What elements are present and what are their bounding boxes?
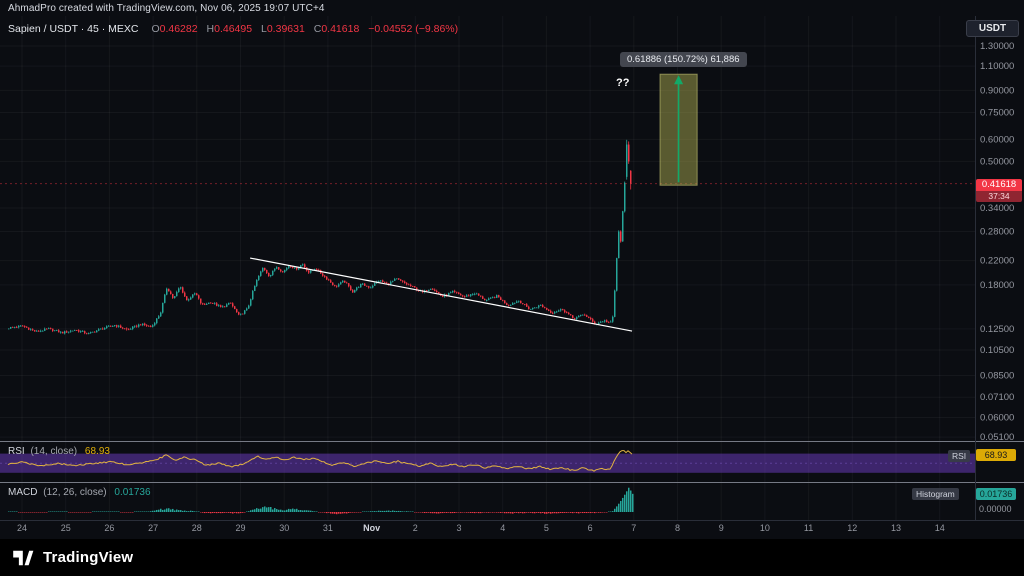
price-range-label[interactable]: 0.61886 (150.72%) 61,886 — [620, 52, 747, 67]
axis-labels: 24 25 26 27 28 29 30 31 Nov 2 3 4 5 6 7 8 9 10 11 12 13 14 1.3… — [17, 41, 1014, 533]
grid-lines — [0, 16, 975, 520]
svg-text:0.28000: 0.28000 — [980, 226, 1014, 237]
svg-text:0.07100: 0.07100 — [980, 392, 1014, 403]
svg-text:13: 13 — [891, 523, 901, 533]
macd-legend: MACD (12, 26, close) 0.01736 — [8, 487, 151, 498]
tradingview-wordmark[interactable]: TradingView — [43, 549, 134, 566]
rsi-params: (14, close) — [30, 446, 78, 457]
close-value: 0.41618 — [321, 23, 360, 35]
svg-text:0.12500: 0.12500 — [980, 324, 1014, 335]
svg-text:12: 12 — [847, 523, 857, 533]
symbol-title[interactable]: Sapien / USDT · 45 · MEXC — [8, 23, 139, 35]
svg-text:11: 11 — [804, 523, 813, 533]
rsi-line — [7, 450, 633, 472]
svg-text:5: 5 — [544, 523, 549, 533]
svg-text:0.75000: 0.75000 — [980, 107, 1014, 118]
macd-histogram — [8, 487, 634, 515]
svg-text:0.18000: 0.18000 — [980, 280, 1014, 291]
svg-text:Nov: Nov — [363, 523, 380, 533]
rsi-value: 68.93 — [84, 446, 110, 457]
svg-text:26: 26 — [104, 523, 114, 533]
svg-text:6: 6 — [588, 523, 593, 533]
rsi-axis-value: 68.93 — [976, 449, 1016, 461]
svg-text:31: 31 — [323, 523, 333, 533]
svg-text:0.34000: 0.34000 — [980, 203, 1014, 214]
bar-countdown: 37:34 — [976, 191, 1022, 202]
svg-text:25: 25 — [61, 523, 71, 533]
svg-text:0.05100: 0.05100 — [980, 432, 1014, 443]
open-label: O — [151, 23, 160, 35]
svg-text:10: 10 — [760, 523, 770, 533]
question-annotation[interactable]: ?? — [616, 77, 630, 89]
svg-text:0.06000: 0.06000 — [980, 413, 1014, 424]
svg-text:28: 28 — [192, 523, 202, 533]
svg-text:7: 7 — [631, 523, 636, 533]
candlestick-series[interactable] — [8, 139, 632, 335]
last-price-badge: 0.41618 37:34 — [976, 179, 1022, 202]
rsi-pane — [0, 450, 975, 473]
svg-text:9: 9 — [719, 523, 724, 533]
pane-separators[interactable] — [0, 16, 1024, 521]
macd-axis-value: 0.01736 — [976, 488, 1016, 500]
price-range-tool[interactable] — [659, 73, 698, 186]
svg-text:1.30000: 1.30000 — [980, 41, 1014, 52]
currency-toggle-button[interactable]: USDT — [966, 20, 1019, 37]
svg-text:8: 8 — [675, 523, 680, 533]
svg-text:0.08500: 0.08500 — [980, 370, 1014, 381]
macd-value: 0.01736 — [114, 487, 151, 498]
macd-params: (12, 26, close) — [43, 487, 107, 498]
high-value: 0.46495 — [214, 23, 253, 35]
svg-text:0.90000: 0.90000 — [980, 85, 1014, 96]
svg-text:3: 3 — [456, 523, 461, 533]
open-value: 0.46282 — [159, 23, 198, 35]
svg-text:1.10000: 1.10000 — [980, 61, 1014, 72]
svg-text:29: 29 — [235, 523, 245, 533]
svg-text:4: 4 — [500, 523, 505, 533]
svg-text:27: 27 — [148, 523, 158, 533]
trendline[interactable] — [250, 257, 633, 332]
macd-title[interactable]: MACD — [8, 487, 38, 498]
tradingview-logo-icon[interactable] — [12, 550, 36, 566]
rsi-legend: RSI (14, close) 68.93 — [8, 446, 110, 457]
svg-text:14: 14 — [935, 523, 945, 533]
high-label: H — [206, 23, 215, 35]
svg-text:0.60000: 0.60000 — [980, 134, 1014, 145]
low-value: 0.39631 — [266, 23, 305, 35]
svg-text:0.10500: 0.10500 — [980, 345, 1014, 356]
macd-zero-label: 0.00000 — [979, 504, 1012, 514]
svg-text:30: 30 — [279, 523, 289, 533]
footer-bar: TradingView — [0, 539, 1024, 576]
svg-text:0.22000: 0.22000 — [980, 256, 1014, 267]
rsi-axis-label: RSI — [948, 450, 971, 462]
svg-text:0.50000: 0.50000 — [980, 156, 1014, 167]
low-label: L — [261, 23, 267, 35]
close-label: C — [313, 23, 322, 35]
chart-legend: Sapien / USDT · 45 · MEXC O0.46282 H0.46… — [8, 23, 458, 35]
svg-text:2: 2 — [413, 523, 418, 533]
attribution-text: AhmadPro created with TradingView.com, N… — [8, 3, 325, 14]
rsi-title[interactable]: RSI — [8, 446, 25, 457]
last-price-value: 0.41618 — [976, 179, 1022, 191]
change-value: −0.04552 (−9.86%) — [368, 23, 459, 35]
histogram-axis-label: Histogram — [912, 488, 959, 500]
svg-text:24: 24 — [17, 523, 27, 533]
